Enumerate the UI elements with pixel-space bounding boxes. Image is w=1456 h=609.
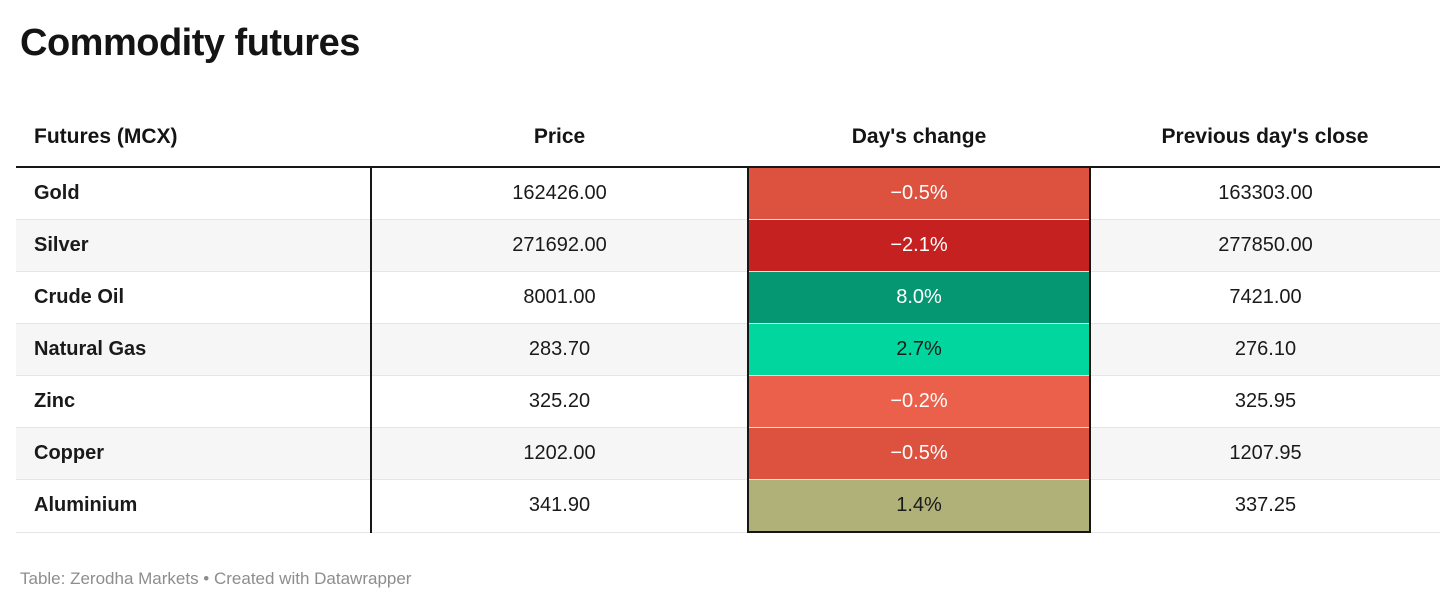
table-row: Natural Gas 283.70 2.7% 276.10	[16, 323, 1440, 376]
days-change-cell: 8.0%	[747, 271, 1091, 324]
price-cell: 8001.00	[370, 271, 748, 324]
days-change-cell: −0.5%	[747, 167, 1091, 220]
futures-name-cell: Aluminium	[16, 479, 371, 533]
header-row: Futures (MCX) Price Day's change Previou…	[16, 108, 1440, 168]
price-cell: 325.20	[370, 375, 748, 428]
days-change-cell: −0.5%	[747, 427, 1091, 480]
days-change-cell: 1.4%	[747, 479, 1091, 533]
futures-name-cell: Gold	[16, 167, 371, 220]
prev-close-cell: 163303.00	[1090, 167, 1440, 220]
table-row: Gold 162426.00 −0.5% 163303.00	[16, 167, 1440, 220]
table-body: Gold 162426.00 −0.5% 163303.00 Silver 27…	[16, 167, 1440, 533]
column-header-days-change: Day's change	[748, 108, 1090, 168]
prev-close-cell: 277850.00	[1090, 219, 1440, 272]
table-header: Futures (MCX) Price Day's change Previou…	[16, 108, 1440, 168]
price-cell: 341.90	[370, 479, 748, 533]
prev-close-cell: 1207.95	[1090, 427, 1440, 480]
futures-name-cell: Zinc	[16, 375, 371, 428]
table-row: Silver 271692.00 −2.1% 277850.00	[16, 219, 1440, 272]
page: Commodity futures Futures (MCX) Price Da…	[0, 22, 1456, 609]
attribution-footer: Table: Zerodha Markets • Created with Da…	[20, 569, 412, 588]
prev-close-cell: 337.25	[1090, 479, 1440, 533]
commodity-futures-table: Futures (MCX) Price Day's change Previou…	[16, 108, 1440, 533]
days-change-cell: −0.2%	[747, 375, 1091, 428]
prev-close-cell: 7421.00	[1090, 271, 1440, 324]
price-cell: 283.70	[370, 323, 748, 376]
page-title: Commodity futures	[20, 22, 360, 64]
futures-name-cell: Copper	[16, 427, 371, 480]
column-header-price: Price	[371, 108, 748, 168]
days-change-cell: −2.1%	[747, 219, 1091, 272]
table-row: Crude Oil 8001.00 8.0% 7421.00	[16, 271, 1440, 324]
futures-name-cell: Crude Oil	[16, 271, 371, 324]
table-row: Copper 1202.00 −0.5% 1207.95	[16, 427, 1440, 480]
price-cell: 162426.00	[370, 167, 748, 220]
table-row: Aluminium 341.90 1.4% 337.25	[16, 479, 1440, 533]
table-row: Zinc 325.20 −0.2% 325.95	[16, 375, 1440, 428]
column-header-prev-close: Previous day's close	[1090, 108, 1440, 168]
futures-name-cell: Natural Gas	[16, 323, 371, 376]
column-header-futures: Futures (MCX)	[16, 108, 371, 168]
prev-close-cell: 325.95	[1090, 375, 1440, 428]
futures-name-cell: Silver	[16, 219, 371, 272]
days-change-cell: 2.7%	[747, 323, 1091, 376]
prev-close-cell: 276.10	[1090, 323, 1440, 376]
price-cell: 271692.00	[370, 219, 748, 272]
price-cell: 1202.00	[370, 427, 748, 480]
